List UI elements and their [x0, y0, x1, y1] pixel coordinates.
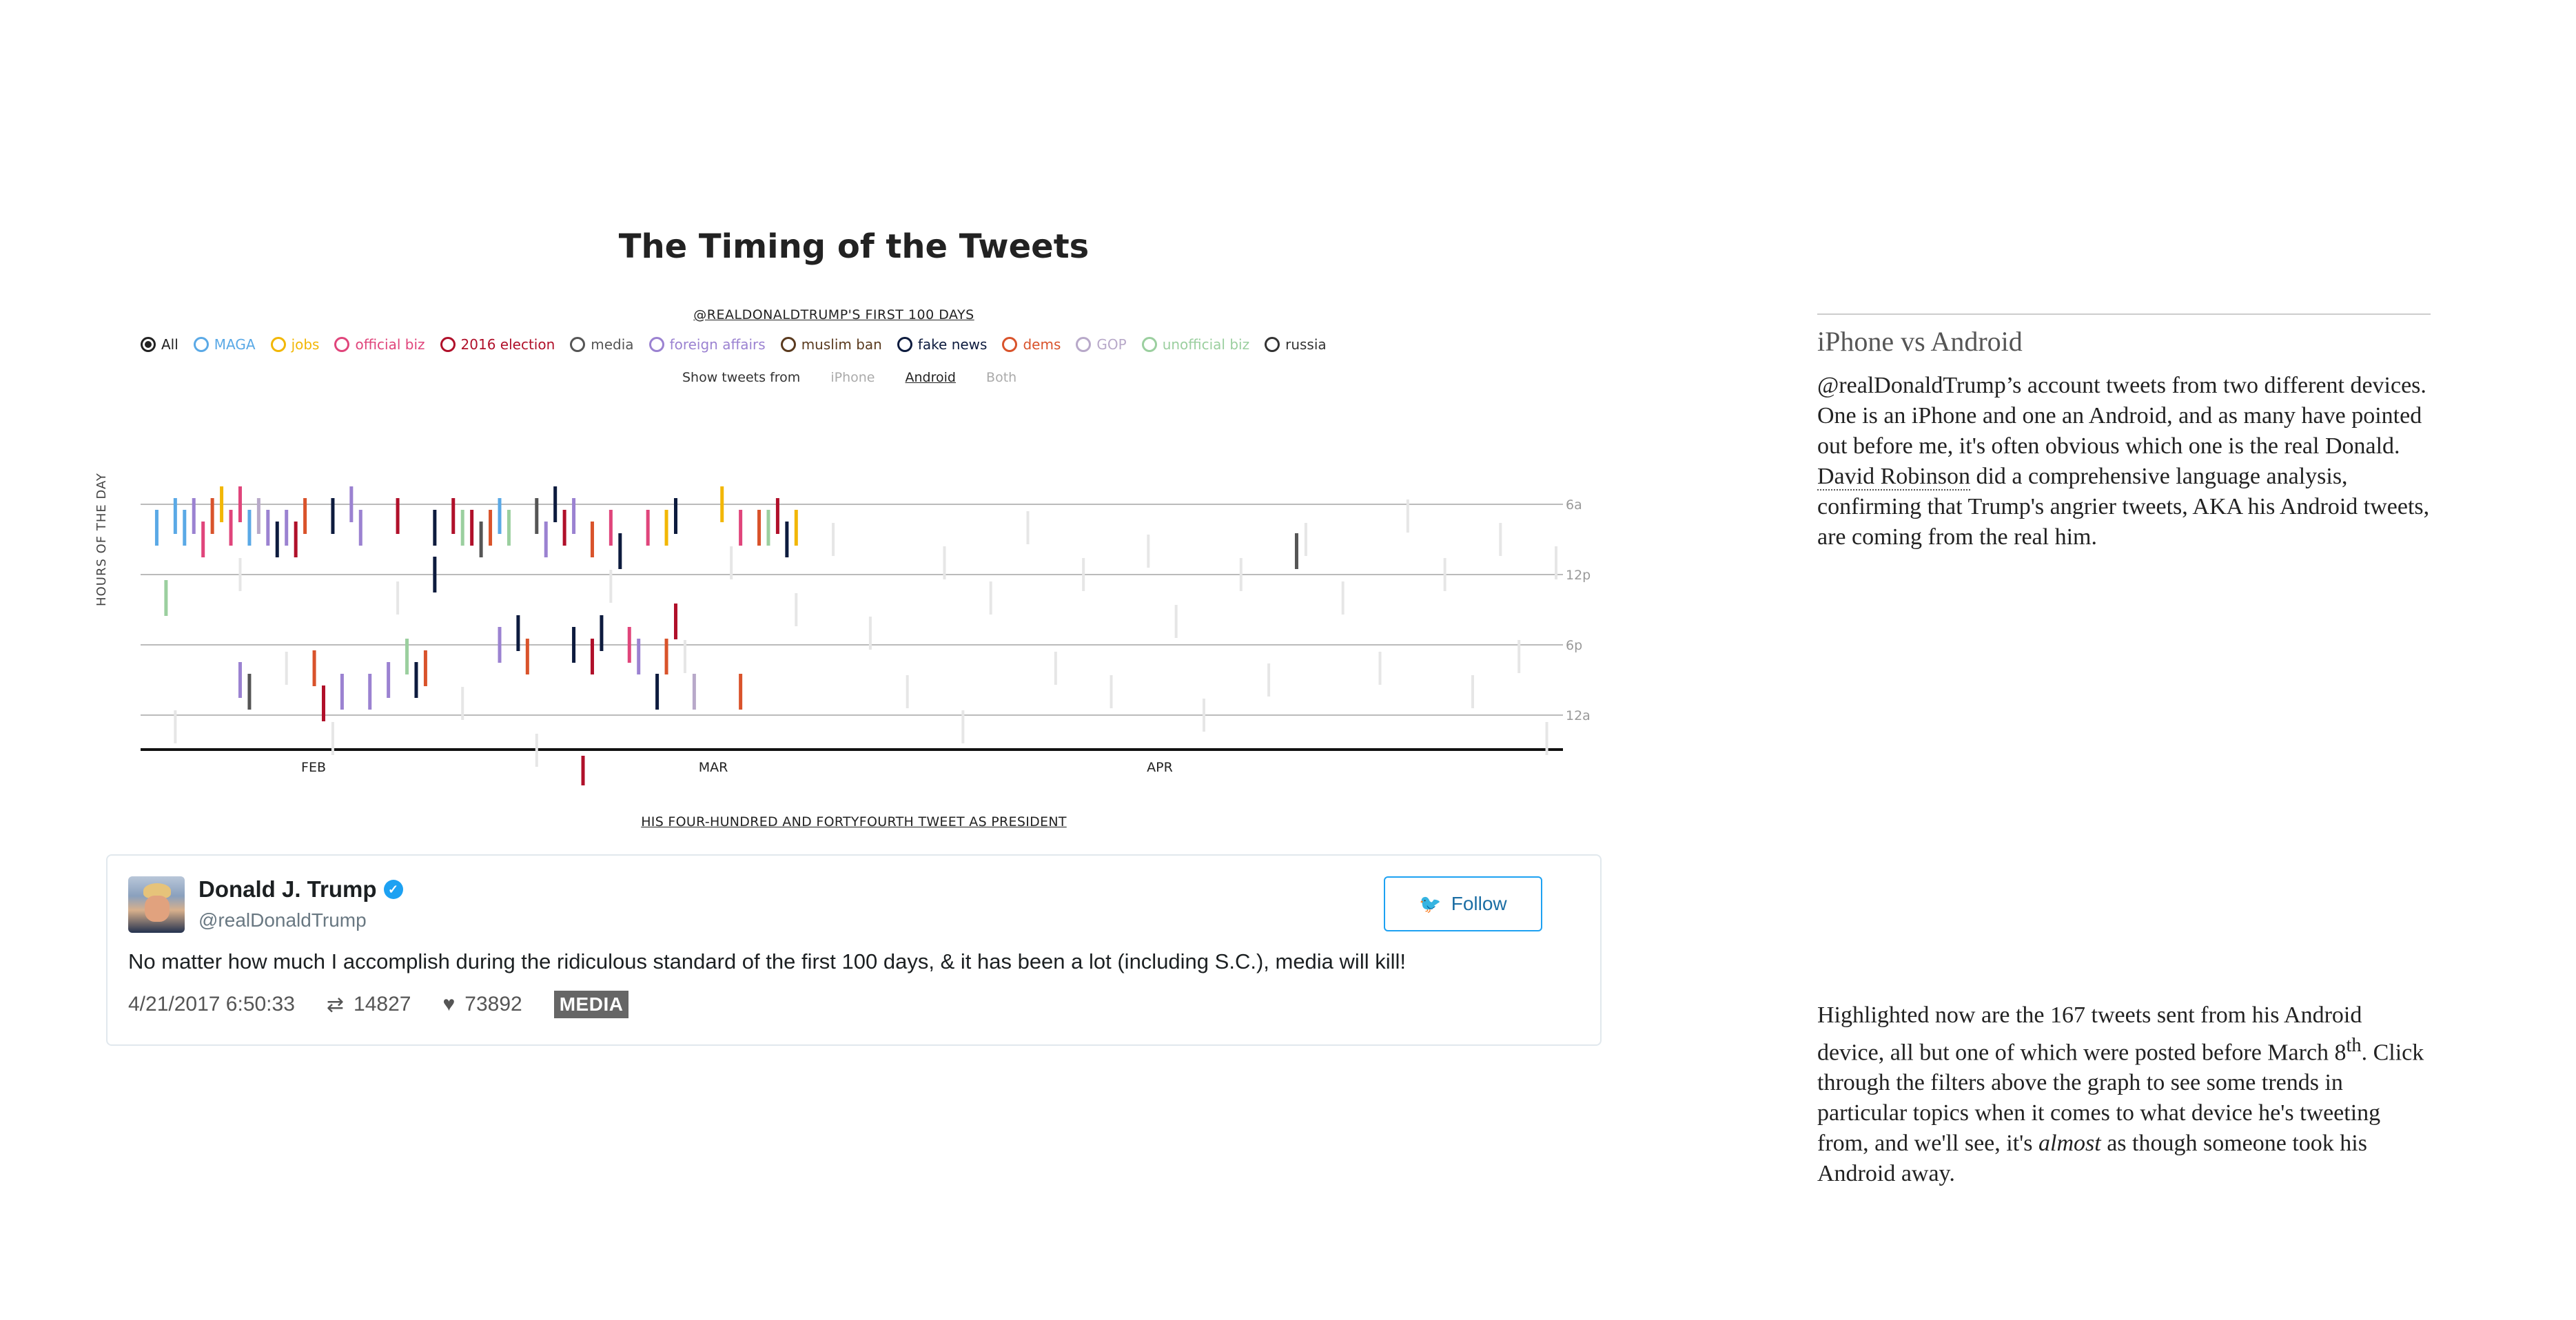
radio-ring-icon — [570, 337, 586, 352]
chart-title: The Timing of the Tweets — [618, 227, 1090, 266]
filter-2016-election[interactable]: 2016 election — [440, 336, 555, 353]
sidebar-paragraph-1: @realDonaldTrump’s account tweets from t… — [1817, 371, 2431, 553]
avatar[interactable] — [128, 876, 185, 933]
radio-ring-icon — [270, 337, 286, 352]
filter-label: dems — [1023, 336, 1061, 353]
topic-badge: MEDIA — [553, 991, 629, 1018]
radio-ring-icon — [193, 337, 209, 352]
tweet-meta: 4/21/2017 6:50:33 ⇄ 14827 ♥ 73892 MEDIA — [128, 991, 629, 1018]
filter-label: media — [591, 336, 634, 353]
device-option-android[interactable]: Android — [905, 370, 956, 385]
david-robinson-link[interactable]: David Robinson — [1817, 464, 1970, 491]
filter-label: jobs — [291, 336, 320, 353]
sidebar-divider — [1817, 313, 2431, 315]
x-tick-label: APR — [1147, 760, 1173, 775]
radio-ring-icon — [141, 337, 156, 352]
filter-label: MAGA — [214, 336, 256, 353]
filter-official-biz[interactable]: official biz — [334, 336, 425, 353]
y-tick-label: 12p — [1566, 568, 1591, 583]
para2-emphasis: almost — [2038, 1131, 2101, 1157]
follow-button[interactable]: 🐦 Follow — [1384, 876, 1542, 931]
filter-gop[interactable]: GOP — [1076, 336, 1127, 353]
topic-filters: All MAGA jobs official biz 2016 election medi… — [141, 336, 1657, 360]
x-tick-label: MAR — [699, 760, 728, 775]
y-tick-label: 6a — [1566, 497, 1582, 513]
sidebar-heading: iPhone vs Android — [1817, 326, 2023, 357]
filter-label: official biz — [355, 336, 425, 353]
filter-russia[interactable]: russia — [1265, 336, 1327, 353]
para1-text-b: did a comprehensive language analysis, c… — [1817, 464, 2430, 550]
filter-media[interactable]: media — [570, 336, 634, 353]
para2-text-b: . Click through the filters above the gr… — [1817, 1040, 2424, 1157]
tweet-timestamp[interactable]: 4/21/2017 6:50:33 — [128, 993, 295, 1015]
para2-superscript: th — [2346, 1035, 2362, 1056]
radio-ring-icon — [440, 337, 456, 352]
radio-ring-icon — [1002, 337, 1018, 352]
radio-ring-icon — [780, 337, 796, 352]
filter-maga[interactable]: MAGA — [193, 336, 256, 353]
device-option-iphone[interactable]: iPhone — [830, 370, 875, 385]
filter-muslim-ban[interactable]: muslim ban — [780, 336, 882, 353]
sidebar-paragraph-2: Highlighted now are the 167 tweets sent … — [1817, 1000, 2431, 1189]
chart-subtitle: @REALDONALDTRUMP'S FIRST 100 DAYS — [693, 307, 974, 322]
twitter-bird-icon: 🐦 — [1419, 893, 1442, 914]
device-option-both[interactable]: Both — [986, 370, 1017, 385]
para2-text-a: Highlighted now are the 167 tweets sent … — [1817, 1002, 2362, 1066]
y-tick-label: 12a — [1566, 708, 1591, 723]
author-name-text: Donald J. Trump — [198, 876, 377, 902]
radio-ring-icon — [334, 337, 350, 352]
para1-text-a: @realDonaldTrump’s account tweets from t… — [1817, 373, 2426, 459]
device-filter: Show tweets from iPhone Android Both — [682, 370, 1016, 385]
filter-label: foreign affairs — [669, 336, 766, 353]
tweet-timing-chart: 6a 12p 6p 12a FEB MAR APR — [141, 486, 1591, 785]
heart-icon[interactable]: ♥ — [442, 993, 456, 1015]
filter-foreign-affairs[interactable]: foreign affairs — [648, 336, 766, 353]
tweet-author-handle[interactable]: @realDonaldTrump — [198, 909, 367, 931]
follow-label: Follow — [1451, 893, 1507, 914]
filter-label: fake news — [917, 336, 988, 353]
embedded-tweet: Donald J. Trump ✓ @realDonaldTrump 🐦 Follo… — [106, 854, 1602, 1046]
filter-label: russia — [1285, 336, 1327, 353]
filter-jobs[interactable]: jobs — [270, 336, 320, 353]
filter-all[interactable]: All — [141, 336, 178, 353]
para2-text-c: as though someone took his Android away. — [1817, 1131, 2367, 1187]
tweet-text: No matter how much I accomplish during t… — [128, 949, 1406, 973]
radio-ring-icon — [1076, 337, 1092, 352]
radio-ring-icon — [648, 337, 664, 352]
filter-unofficial-biz[interactable]: unofficial biz — [1141, 336, 1250, 353]
retweet-icon[interactable]: ⇄ — [326, 993, 345, 1016]
device-filter-label: Show tweets from — [682, 370, 801, 385]
filter-label: unofficial biz — [1162, 336, 1250, 353]
filter-label: All — [161, 336, 178, 353]
tweet-author-name[interactable]: Donald J. Trump ✓ — [198, 876, 403, 903]
filter-fake-news[interactable]: fake news — [897, 336, 988, 353]
filter-label: muslim ban — [801, 336, 882, 353]
x-tick-label: FEB — [301, 760, 326, 775]
radio-ring-icon — [897, 337, 912, 352]
filter-dems[interactable]: dems — [1002, 336, 1061, 353]
verified-badge-icon: ✓ — [383, 880, 403, 900]
radio-ring-icon — [1265, 337, 1280, 352]
tweet-caption-link[interactable]: HIS FOUR-HUNDRED AND FORTYFOURTH TWEET A… — [641, 814, 1067, 829]
filter-label: 2016 election — [460, 336, 555, 353]
filter-label: GOP — [1096, 336, 1127, 353]
like-count: 73892 — [464, 993, 522, 1015]
radio-ring-icon — [1141, 337, 1157, 352]
retweet-count: 14827 — [354, 993, 411, 1015]
y-tick-label: 6p — [1566, 638, 1582, 653]
